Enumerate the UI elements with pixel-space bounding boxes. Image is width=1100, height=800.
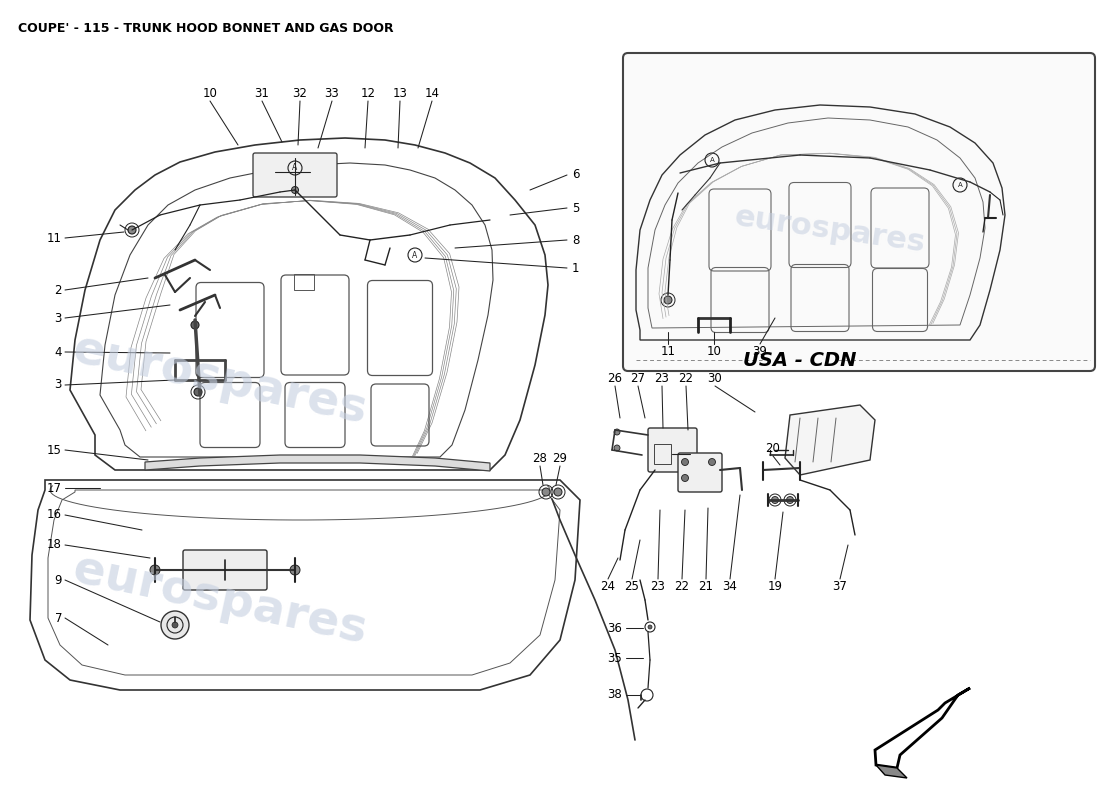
Text: A: A bbox=[958, 182, 962, 188]
Text: 3: 3 bbox=[55, 378, 62, 391]
Text: A: A bbox=[710, 157, 714, 163]
Text: 11: 11 bbox=[47, 231, 62, 245]
Text: 35: 35 bbox=[607, 651, 621, 665]
Text: 22: 22 bbox=[679, 372, 693, 385]
Text: A: A bbox=[412, 250, 418, 259]
Text: 23: 23 bbox=[654, 372, 670, 385]
Text: 30: 30 bbox=[707, 372, 723, 385]
Text: 18: 18 bbox=[47, 538, 62, 551]
Circle shape bbox=[128, 226, 136, 234]
Circle shape bbox=[614, 429, 620, 435]
Text: 23: 23 bbox=[650, 580, 666, 593]
Circle shape bbox=[786, 497, 793, 503]
Text: 11: 11 bbox=[660, 345, 675, 358]
Text: eurospares: eurospares bbox=[69, 547, 371, 653]
Circle shape bbox=[771, 497, 779, 503]
Text: A: A bbox=[293, 163, 298, 173]
Text: 36: 36 bbox=[607, 622, 621, 634]
FancyBboxPatch shape bbox=[183, 550, 267, 590]
Text: 39: 39 bbox=[752, 345, 768, 358]
FancyBboxPatch shape bbox=[623, 53, 1094, 371]
FancyBboxPatch shape bbox=[678, 453, 722, 492]
Text: 17: 17 bbox=[47, 482, 62, 494]
Polygon shape bbox=[874, 688, 970, 768]
Text: 7: 7 bbox=[55, 611, 62, 625]
Circle shape bbox=[172, 622, 178, 628]
Text: 31: 31 bbox=[254, 87, 270, 100]
Circle shape bbox=[682, 474, 689, 482]
Text: 3: 3 bbox=[55, 311, 62, 325]
Text: 2: 2 bbox=[55, 283, 62, 297]
Text: 25: 25 bbox=[625, 580, 639, 593]
Text: 4: 4 bbox=[55, 346, 62, 358]
Text: USA - CDN: USA - CDN bbox=[744, 350, 857, 370]
Circle shape bbox=[292, 186, 298, 194]
Text: 12: 12 bbox=[361, 87, 375, 100]
FancyBboxPatch shape bbox=[253, 153, 337, 197]
Text: 22: 22 bbox=[674, 580, 690, 593]
Text: 6: 6 bbox=[572, 169, 580, 182]
Text: COUPE' - 115 - TRUNK HOOD BONNET AND GAS DOOR: COUPE' - 115 - TRUNK HOOD BONNET AND GAS… bbox=[18, 22, 394, 35]
Text: 24: 24 bbox=[601, 580, 616, 593]
Text: 33: 33 bbox=[324, 87, 340, 100]
Text: 27: 27 bbox=[630, 372, 646, 385]
Text: 20: 20 bbox=[766, 442, 780, 455]
Circle shape bbox=[648, 625, 652, 629]
Circle shape bbox=[150, 565, 160, 575]
Text: 15: 15 bbox=[47, 443, 62, 457]
Polygon shape bbox=[876, 765, 907, 778]
Text: 38: 38 bbox=[607, 689, 621, 702]
Text: 26: 26 bbox=[607, 372, 623, 385]
Circle shape bbox=[191, 321, 199, 329]
Text: 29: 29 bbox=[552, 452, 568, 465]
FancyBboxPatch shape bbox=[648, 428, 697, 472]
Text: 10: 10 bbox=[202, 87, 218, 100]
Text: 32: 32 bbox=[293, 87, 307, 100]
Circle shape bbox=[194, 388, 202, 396]
Circle shape bbox=[614, 445, 620, 451]
Circle shape bbox=[290, 565, 300, 575]
Text: 28: 28 bbox=[532, 452, 548, 465]
Polygon shape bbox=[145, 455, 490, 471]
Circle shape bbox=[554, 488, 562, 496]
Text: 16: 16 bbox=[47, 509, 62, 522]
Circle shape bbox=[542, 488, 550, 496]
Circle shape bbox=[664, 296, 672, 304]
Text: 34: 34 bbox=[723, 580, 737, 593]
Text: 9: 9 bbox=[55, 574, 62, 586]
Text: 21: 21 bbox=[698, 580, 714, 593]
Text: 19: 19 bbox=[768, 580, 782, 593]
Circle shape bbox=[708, 458, 715, 466]
Text: eurospares: eurospares bbox=[69, 327, 371, 433]
Text: 13: 13 bbox=[393, 87, 407, 100]
Circle shape bbox=[682, 458, 689, 466]
Text: 14: 14 bbox=[425, 87, 440, 100]
Text: 37: 37 bbox=[833, 580, 847, 593]
Polygon shape bbox=[785, 405, 874, 475]
Text: 8: 8 bbox=[572, 234, 580, 246]
Text: 1: 1 bbox=[572, 262, 580, 274]
Circle shape bbox=[161, 611, 189, 639]
Text: 10: 10 bbox=[706, 345, 722, 358]
Text: 5: 5 bbox=[572, 202, 580, 214]
Text: eurospares: eurospares bbox=[733, 202, 927, 258]
